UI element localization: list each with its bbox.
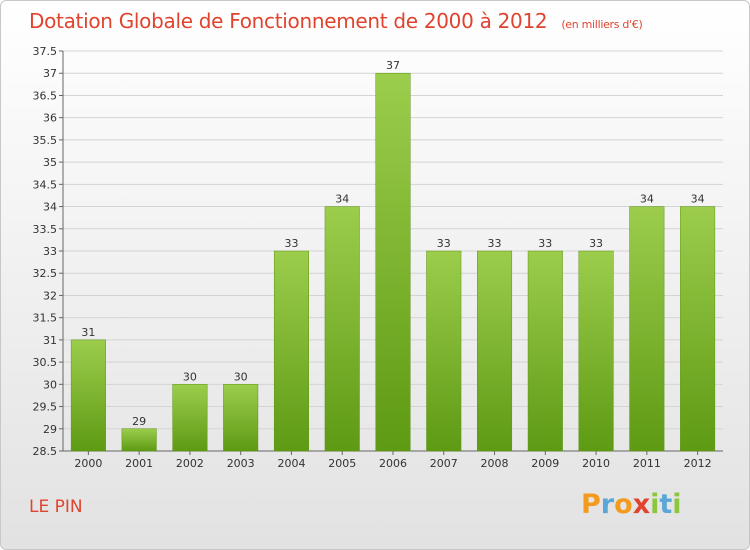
bar-2004 [273, 250, 309, 452]
y-tick-label: 32.5 [33, 267, 58, 280]
x-tick-label: 2011 [633, 457, 661, 470]
y-tick-label: 31 [43, 334, 57, 347]
data-label-2011: 34 [640, 193, 654, 206]
data-label-2005: 34 [335, 193, 349, 206]
data-labels: 31 29 30 30 33 34 37 33 33 33 33 34 34 [81, 59, 704, 428]
x-tick-label: 2005 [328, 457, 356, 470]
bar-2000 [70, 339, 106, 452]
logo-letter: r [600, 489, 615, 520]
x-tick-label: 2001 [125, 457, 153, 470]
data-label-2000: 31 [81, 326, 95, 339]
bar-2007 [426, 250, 462, 452]
x-tick-label: 2003 [227, 457, 255, 470]
bar-2002 [172, 384, 208, 452]
x-tick-label: 2010 [582, 457, 610, 470]
x-tick-label: 2012 [684, 457, 712, 470]
bar-2010 [578, 250, 614, 452]
y-tick-label: 30.5 [33, 356, 58, 369]
data-label-2010: 33 [589, 237, 603, 250]
bars [70, 72, 716, 452]
x-tick-label: 2008 [481, 457, 509, 470]
bar-2011 [629, 206, 665, 452]
x-tick-label: 2000 [74, 457, 102, 470]
y-tick-label: 33.5 [33, 223, 58, 236]
logo-letter: x [632, 489, 651, 520]
y-tick-label: 35 [43, 156, 57, 169]
data-label-2006: 37 [386, 59, 400, 72]
y-tick-label: 36.5 [33, 89, 58, 102]
logo-letter: t [659, 489, 673, 520]
y-tick-label: 31.5 [33, 312, 58, 325]
data-label-2008: 33 [488, 237, 502, 250]
logo-letter: P [581, 489, 601, 520]
x-tick-label: 2007 [430, 457, 458, 470]
x-tick-label: 2006 [379, 457, 407, 470]
y-tick-label: 37 [43, 67, 57, 80]
data-label-2003: 30 [234, 370, 248, 383]
y-tick-label: 37.5 [33, 45, 58, 58]
x-tick-label: 2002 [176, 457, 204, 470]
data-label-2002: 30 [183, 370, 197, 383]
bar-2006 [375, 72, 411, 452]
y-tick-label: 28.5 [33, 445, 58, 458]
data-label-2007: 33 [437, 237, 451, 250]
x-tick-label: 2004 [277, 457, 305, 470]
chart-subtitle: (en milliers d'€) [561, 18, 643, 31]
data-label-2012: 34 [691, 193, 705, 206]
bar-2012 [680, 206, 716, 452]
bar-2008 [477, 250, 513, 452]
bar-2005 [324, 206, 360, 452]
chart-title: Dotation Globale de Fonctionnement de 20… [29, 9, 643, 33]
y-tick-label: 36 [43, 112, 57, 125]
commune-name: LE PIN [29, 497, 83, 517]
y-tick-label: 29.5 [33, 401, 58, 414]
bar-2001 [121, 428, 157, 452]
y-tick-label: 33 [43, 245, 57, 258]
logo-letter: i [672, 489, 682, 520]
data-label-2004: 33 [284, 237, 298, 250]
x-tick-label: 2009 [531, 457, 559, 470]
y-tick-label: 34 [43, 201, 57, 214]
data-label-2001: 29 [132, 415, 146, 428]
y-tick-label: 34.5 [33, 178, 58, 191]
bar-2009 [527, 250, 563, 452]
logo-letter: i [650, 489, 660, 520]
logo-letter: o [614, 489, 633, 520]
chart-title-text: Dotation Globale de Fonctionnement de 20… [29, 9, 548, 33]
proxiti-logo: Proxiti [581, 489, 682, 520]
y-tick-label: 32 [43, 289, 57, 302]
y-tick-label: 29 [43, 423, 57, 436]
y-tick-label: 35.5 [33, 134, 58, 147]
y-tick-label: 30 [43, 378, 57, 391]
bar-2003 [223, 384, 259, 452]
axes: 28.5 29 29.5 30 30.5 31 31.5 32 32.5 33 33.5 34 34.5… [33, 45, 723, 470]
data-label-2009: 33 [538, 237, 552, 250]
